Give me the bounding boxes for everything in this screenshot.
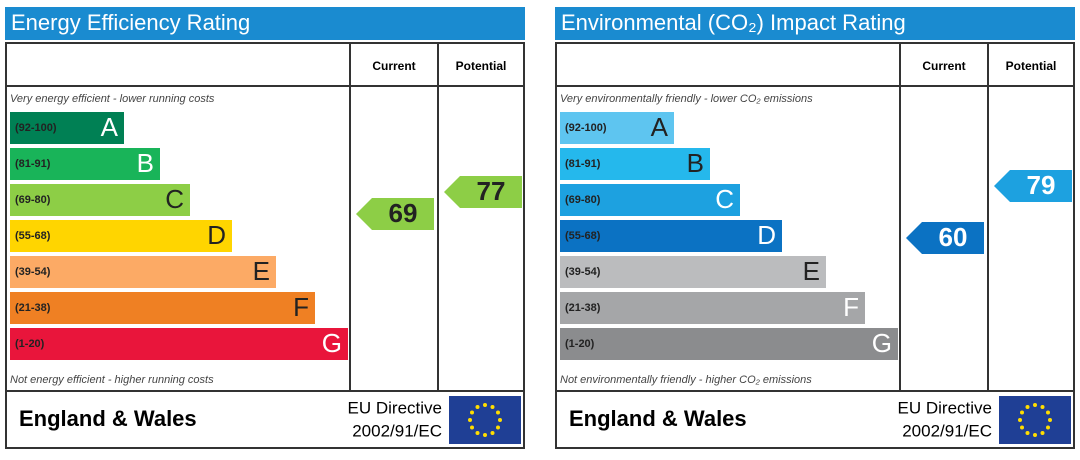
band-letter: G xyxy=(872,328,892,358)
eu-star xyxy=(1018,418,1022,422)
eu-star xyxy=(483,433,487,437)
panel-title: Energy Efficiency Rating xyxy=(11,10,250,35)
band-range: (69-80) xyxy=(15,194,51,206)
band-letter: D xyxy=(207,220,226,250)
eu-star xyxy=(490,405,495,410)
top-note: Very energy efficient - lower running co… xyxy=(10,93,215,105)
eu-star xyxy=(468,418,472,422)
eu-star xyxy=(490,430,495,435)
band-letter: G xyxy=(322,328,342,358)
eu-star xyxy=(1048,418,1052,422)
rating-value: 77 xyxy=(477,176,506,206)
band-letter: B xyxy=(137,148,154,178)
eu-star xyxy=(475,430,480,435)
footer-region: England & Wales xyxy=(569,406,747,431)
band-letter: D xyxy=(757,220,776,250)
eu-star xyxy=(1040,405,1045,410)
band-range: (1-20) xyxy=(15,338,45,350)
top-note: Very environmentally friendly - lower CO… xyxy=(560,93,813,105)
title-bar xyxy=(5,7,525,40)
band-letter: E xyxy=(803,256,820,286)
band-letter: A xyxy=(101,112,119,142)
rating-band xyxy=(560,220,782,252)
eu-star xyxy=(470,410,475,415)
rating-band xyxy=(10,112,124,144)
rating-band xyxy=(10,220,232,252)
eu-star xyxy=(1033,403,1037,407)
column-header: Potential xyxy=(1006,59,1057,73)
band-range: (81-91) xyxy=(15,158,51,170)
frame xyxy=(555,42,1075,449)
rating-arrow xyxy=(906,222,984,254)
rating-band xyxy=(560,184,740,216)
eu-star xyxy=(498,418,502,422)
eu-star xyxy=(483,403,487,407)
band-letter: F xyxy=(293,292,309,322)
bottom-note: Not energy efficient - higher running co… xyxy=(10,374,214,386)
rating-band xyxy=(10,292,315,324)
eu-star xyxy=(1033,433,1037,437)
rating-value: 79 xyxy=(1027,170,1056,200)
band-letter: E xyxy=(253,256,270,286)
rating-band xyxy=(560,112,674,144)
footer-directive: 2002/91/EC xyxy=(352,421,442,440)
band-range: (21-38) xyxy=(15,302,51,314)
band-range: (81-91) xyxy=(565,158,601,170)
band-letter: B xyxy=(687,148,704,178)
band-letter: C xyxy=(715,184,734,214)
panel: Energy Efficiency Rating Current Potential… xyxy=(5,7,525,449)
rating-band xyxy=(10,184,190,216)
panel-title: Environmental (CO₂) Impact Rating xyxy=(561,10,906,35)
eu-star xyxy=(1020,425,1025,430)
eu-star xyxy=(495,410,500,415)
frame xyxy=(5,42,525,449)
eu-star xyxy=(495,425,500,430)
band-letter: F xyxy=(843,292,859,322)
band-range: (55-68) xyxy=(565,230,601,242)
eu-star xyxy=(1045,410,1050,415)
eu-star xyxy=(475,405,480,410)
band-range: (92-100) xyxy=(565,122,607,134)
eu-star xyxy=(1045,425,1050,430)
footer-directive: EU Directive xyxy=(348,398,442,417)
rating-value: 60 xyxy=(939,222,968,252)
eu-star xyxy=(1025,405,1030,410)
column-header: Potential xyxy=(456,59,507,73)
rating-arrow xyxy=(356,198,434,230)
band-range: (1-20) xyxy=(565,338,595,350)
column-header: Current xyxy=(372,59,415,73)
column-header: Current xyxy=(922,59,965,73)
eu-star xyxy=(1020,410,1025,415)
rating-band xyxy=(10,148,160,180)
rating-band xyxy=(10,328,348,360)
band-range: (39-54) xyxy=(565,266,601,278)
eu-star xyxy=(470,425,475,430)
band-letter: A xyxy=(651,112,669,142)
band-range: (92-100) xyxy=(15,122,57,134)
title-bar xyxy=(555,7,1075,40)
rating-arrow xyxy=(444,176,522,208)
rating-arrow xyxy=(994,170,1072,202)
eu-star xyxy=(1040,430,1045,435)
rating-band xyxy=(560,148,710,180)
band-range: (21-38) xyxy=(565,302,601,314)
band-letter: C xyxy=(165,184,184,214)
footer-directive: 2002/91/EC xyxy=(902,421,992,440)
rating-band xyxy=(560,256,826,288)
bottom-note: Not environmentally friendly - higher CO… xyxy=(560,374,812,386)
panel: Environmental (CO₂) Impact Rating Current… xyxy=(555,7,1075,449)
eu-star xyxy=(1025,430,1030,435)
footer-directive: EU Directive xyxy=(898,398,992,417)
rating-band xyxy=(10,256,276,288)
band-range: (55-68) xyxy=(15,230,51,242)
band-range: (39-54) xyxy=(15,266,51,278)
rating-band xyxy=(560,328,898,360)
footer-region: England & Wales xyxy=(19,406,197,431)
rating-band xyxy=(560,292,865,324)
band-range: (69-80) xyxy=(565,194,601,206)
rating-value: 69 xyxy=(389,198,418,228)
